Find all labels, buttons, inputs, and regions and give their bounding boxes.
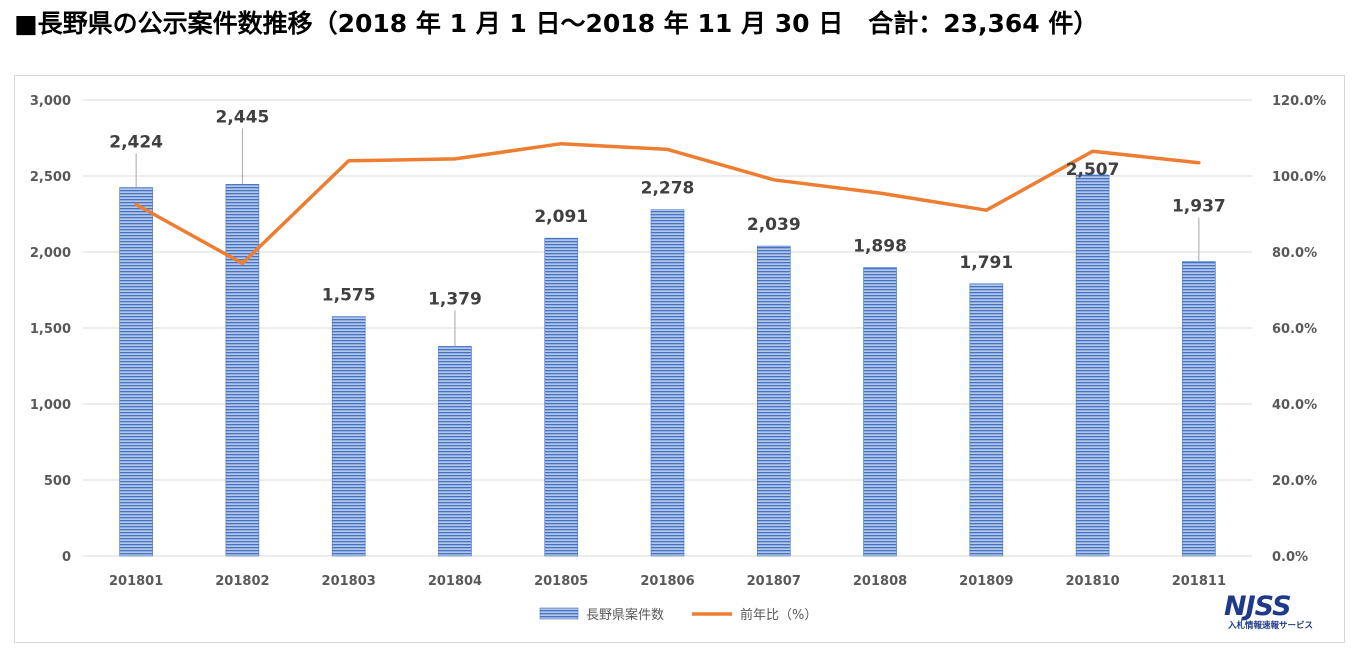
line-series — [134, 141, 1201, 266]
bar-data-label: 1,791 — [959, 253, 1013, 273]
bar — [756, 245, 791, 557]
y-left-tick-label: 0 — [62, 550, 71, 565]
legend: 長野県案件数 前年比（%） — [539, 607, 817, 623]
x-tick-label: 201805 — [534, 574, 588, 589]
bar — [119, 187, 153, 557]
bar-data-label: 2,091 — [534, 207, 588, 227]
x-tick-label: 201807 — [747, 574, 801, 589]
y-left-tick-label: 2,500 — [30, 170, 71, 185]
chart-area: 2,424 2,445 1,575 1,379 2,091 2,278 2,039 1,898… — [14, 75, 1345, 643]
y-right-tick-label: 120.0% — [1272, 94, 1326, 109]
y-left-tick-label: 2,000 — [30, 246, 71, 261]
bar-data-label: 2,039 — [747, 215, 801, 235]
x-tick-label: 201801 — [109, 574, 163, 589]
x-tick-label: 201808 — [853, 574, 907, 589]
bar — [544, 237, 579, 557]
y-left-tick-label: 3,000 — [30, 94, 71, 109]
bar — [1182, 261, 1216, 557]
x-tick-label: 201803 — [322, 574, 376, 589]
bar — [225, 184, 260, 557]
combo-chart: 2,424 2,445 1,575 1,379 2,091 2,278 2,039 1,898… — [30, 94, 1326, 623]
bar-data-label: 2,445 — [216, 107, 270, 127]
njss-logo: NJSS 入札情報速報サービス — [1222, 592, 1332, 636]
y-right-tick-label: 0.0% — [1272, 550, 1308, 565]
bar-data-label: 1,937 — [1172, 197, 1226, 217]
y-left-tick-label: 500 — [44, 474, 71, 489]
legend-line-label: 前年比（%） — [740, 607, 817, 623]
bar-data-label: 1,898 — [853, 237, 907, 257]
axes: 0 0.0% 500 20.0% 1,000 40.0% 1,500 60.0% 2,000 80… — [30, 94, 1326, 589]
legend-bar-label: 長野県案件数 — [586, 608, 664, 623]
bar-data-label: 2,424 — [109, 133, 163, 153]
bar — [969, 283, 1004, 557]
y-left-tick-label: 1,500 — [30, 322, 71, 337]
x-tick-label: 201802 — [215, 574, 269, 589]
bar — [331, 316, 366, 557]
data-labels: 2,424 2,445 1,575 1,379 2,091 2,278 2,039 1,898… — [109, 107, 1226, 347]
x-tick-label: 201809 — [959, 574, 1013, 589]
legend-bar-swatch — [539, 607, 579, 620]
bar-data-label: 2,507 — [1066, 160, 1120, 180]
bar-series — [119, 174, 1216, 557]
bar-data-label: 1,575 — [322, 286, 376, 306]
y-right-tick-label: 40.0% — [1272, 398, 1317, 413]
x-tick-label: 201811 — [1172, 574, 1226, 589]
y-right-tick-label: 80.0% — [1272, 246, 1317, 261]
x-tick-label: 201810 — [1065, 574, 1119, 589]
x-tick-label: 201804 — [428, 574, 482, 589]
bar — [438, 346, 472, 557]
logo-mark: NJSS — [1224, 591, 1292, 622]
bar-data-label: 2,278 — [641, 179, 695, 199]
chart-title: ■長野県の公示案件数推移（2018 年 1 月 1 日～2018 年 11 月 … — [14, 9, 1099, 38]
x-tick-label: 201806 — [640, 574, 694, 589]
y-right-tick-label: 60.0% — [1272, 322, 1317, 337]
bar — [863, 267, 897, 557]
y-right-tick-label: 20.0% — [1272, 474, 1317, 489]
bar — [1075, 174, 1110, 557]
y-left-tick-label: 1,000 — [30, 398, 71, 413]
bar-data-label: 1,379 — [428, 289, 482, 309]
y-right-tick-label: 100.0% — [1272, 170, 1326, 185]
logo-subtitle: 入札情報速報サービス — [1228, 621, 1314, 631]
bar — [650, 209, 685, 557]
